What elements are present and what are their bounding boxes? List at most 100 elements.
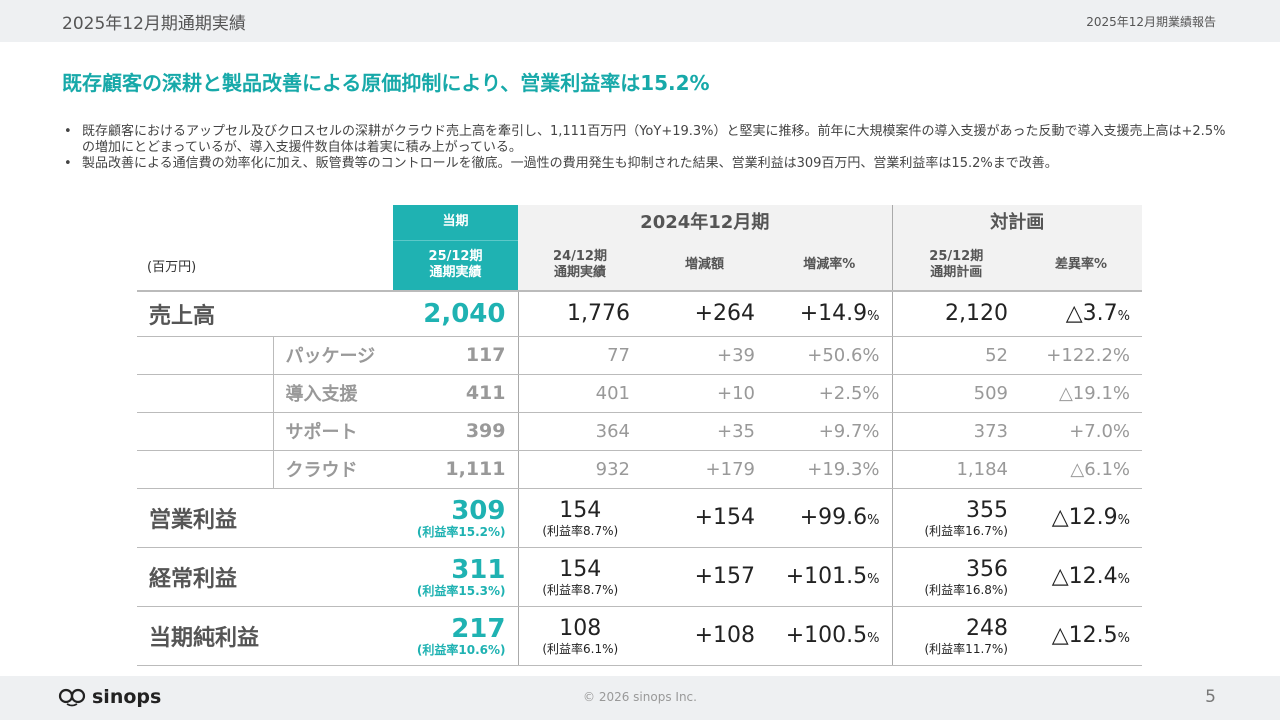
col-prev-2: 通期実績 xyxy=(553,265,606,280)
row-label: クラウド xyxy=(272,450,393,489)
cell: +179 xyxy=(642,450,767,489)
logo: sinops xyxy=(58,686,161,708)
margin-note: (利益率6.1%) xyxy=(542,641,619,656)
pct-unit: % xyxy=(1117,513,1130,528)
headline: 既存顧客の深耕と製品改善による原価抑制により、営業利益率は15.2% xyxy=(62,71,710,95)
cell: 217 xyxy=(451,613,506,644)
cell: 117 xyxy=(393,336,518,375)
slide-title: 2025年12月期通期実績 xyxy=(62,14,246,34)
row-label: 営業利益 xyxy=(137,488,393,548)
cell: 1,776 xyxy=(517,291,642,337)
page-number: 5 xyxy=(1205,687,1216,707)
cell: +101.5 xyxy=(785,564,868,589)
cell: 2,040 xyxy=(393,291,518,337)
cell: +39 xyxy=(642,336,767,375)
pct-unit: % xyxy=(867,309,880,325)
margin-note: (利益率8.7%) xyxy=(542,582,619,597)
cell: +7.0% xyxy=(1020,412,1142,451)
col-plan-2: 通期計画 xyxy=(930,265,983,280)
cell: 309 xyxy=(451,495,506,526)
logo-text: sinops xyxy=(92,686,162,708)
cell: 154 xyxy=(559,497,602,523)
table-row: クラウド 1,111 932 +179 +19.3% 1,184 △6.1% xyxy=(137,450,1142,489)
cell: +264 xyxy=(642,291,767,337)
cell: △19.1% xyxy=(1020,374,1142,413)
table-row: 当期純利益 217 (利益率10.6%) 108 (利益率6.1%) +108 +1… xyxy=(137,606,1142,666)
pct-unit: % xyxy=(1117,631,1130,646)
results-table: 当期 2024年12月期 対計画 (百万円) 25/12期 通期実績 24/12期… xyxy=(137,205,1142,666)
cell: 2,120 xyxy=(891,291,1020,337)
col-prev-1: 24/12期 xyxy=(553,249,607,264)
cell: 373 xyxy=(891,412,1020,451)
cell: 399 xyxy=(393,412,518,451)
cell: 509 xyxy=(891,374,1020,413)
cell: +14.9 xyxy=(799,301,868,327)
cell: △6.1% xyxy=(1020,450,1142,489)
cell: 311 xyxy=(451,554,506,585)
margin-note: (利益率15.3%) xyxy=(416,583,506,598)
col-plan-1: 25/12期 xyxy=(929,249,984,264)
cell: △3.7 xyxy=(1065,301,1118,327)
col-cur-1: 25/12期 xyxy=(428,249,483,265)
bullet-item: 製品改善による通信費の効率化に加え、販管費等のコントロールを徹底。一過性の費用発… xyxy=(62,156,1232,172)
pct-unit: % xyxy=(1117,309,1130,325)
cell: +10 xyxy=(642,374,767,413)
row-label: 当期純利益 xyxy=(137,606,393,666)
cell: +35 xyxy=(642,412,767,451)
col-cur-2: 通期実績 xyxy=(429,265,482,281)
cell: 248 xyxy=(966,615,1008,641)
cell: +50.6% xyxy=(767,336,892,375)
cell: 364 xyxy=(517,412,642,451)
report-name: 2025年12月期業績報告 xyxy=(1086,15,1216,29)
table-row: パッケージ 117 77 +39 +50.6% 52 +122.2% xyxy=(137,336,1142,375)
cell: +9.7% xyxy=(767,412,892,451)
row-label: 経常利益 xyxy=(137,547,393,607)
cell: 108 xyxy=(559,615,602,641)
top-bar: 2025年12月期通期実績 2025年12月期業績報告 xyxy=(0,0,1280,42)
cell: △12.5 xyxy=(1051,623,1118,648)
cell: 356 xyxy=(966,556,1008,582)
footer: sinops © 2026 sinops Inc. 5 xyxy=(0,676,1280,720)
table-row: サポート 399 364 +35 +9.7% 373 +7.0% xyxy=(137,412,1142,451)
margin-note: (利益率16.7%) xyxy=(924,523,1009,538)
cell: 1,111 xyxy=(393,450,518,489)
cell: +154 xyxy=(642,488,767,548)
cell: +99.6 xyxy=(799,505,868,530)
cell: +100.5 xyxy=(785,623,868,648)
header-plan: 対計画 xyxy=(891,205,1142,240)
cell: 77 xyxy=(517,336,642,375)
cell: +2.5% xyxy=(767,374,892,413)
margin-note: (利益率15.2%) xyxy=(416,524,506,539)
cell: 154 xyxy=(559,556,602,582)
row-label: 導入支援 xyxy=(272,374,393,413)
cell: 401 xyxy=(517,374,642,413)
table-row: 営業利益 309 (利益率15.2%) 154 (利益率8.7%) +154 +99… xyxy=(137,488,1142,548)
cell: 355 xyxy=(966,497,1008,523)
cell: △12.9 xyxy=(1051,505,1118,530)
pct-unit: % xyxy=(867,513,880,528)
pct-unit: % xyxy=(1117,572,1130,587)
cell: 52 xyxy=(891,336,1020,375)
sinops-logo-icon xyxy=(58,688,86,707)
pct-unit: % xyxy=(867,631,880,646)
bullet-item: 既存顧客におけるアップセル及びクロスセルの深耕がクラウド売上高を牽引し、1,11… xyxy=(62,124,1232,156)
row-label: パッケージ xyxy=(272,336,393,375)
cell: +108 xyxy=(642,606,767,666)
col-diff: 増減額 xyxy=(642,240,767,292)
pct-unit: % xyxy=(867,572,880,587)
table-row: 経常利益 311 (利益率15.3%) 154 (利益率8.7%) +157 +10… xyxy=(137,547,1142,607)
cell: 932 xyxy=(517,450,642,489)
cell: 1,184 xyxy=(891,450,1020,489)
col-var: 差異率% xyxy=(1020,240,1142,292)
col-rate: 増減率% xyxy=(767,240,892,292)
unit-label: (百万円) xyxy=(137,240,393,292)
header-prev-year: 2024年12月期 xyxy=(518,205,892,240)
margin-note: (利益率10.6%) xyxy=(416,642,506,657)
cell: △12.4 xyxy=(1051,564,1118,589)
cell: +122.2% xyxy=(1020,336,1142,375)
cell: +157 xyxy=(642,547,767,607)
cell: 411 xyxy=(393,374,518,413)
table-row: 売上高 2,040 1,776 +264 +14.9% 2,120 △3.7% xyxy=(137,291,1142,337)
bullet-list: 既存顧客におけるアップセル及びクロスセルの深耕がクラウド売上高を牽引し、1,11… xyxy=(62,124,1232,172)
row-label: 売上高 xyxy=(137,291,393,337)
